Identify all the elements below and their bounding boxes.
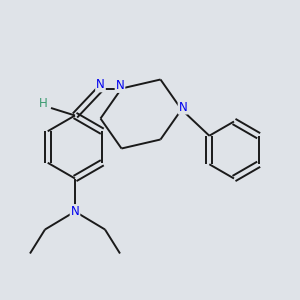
Text: N: N (178, 100, 188, 114)
Text: H: H (39, 97, 48, 110)
Text: N: N (116, 79, 124, 92)
Text: N: N (70, 205, 80, 218)
Text: N: N (96, 78, 105, 92)
